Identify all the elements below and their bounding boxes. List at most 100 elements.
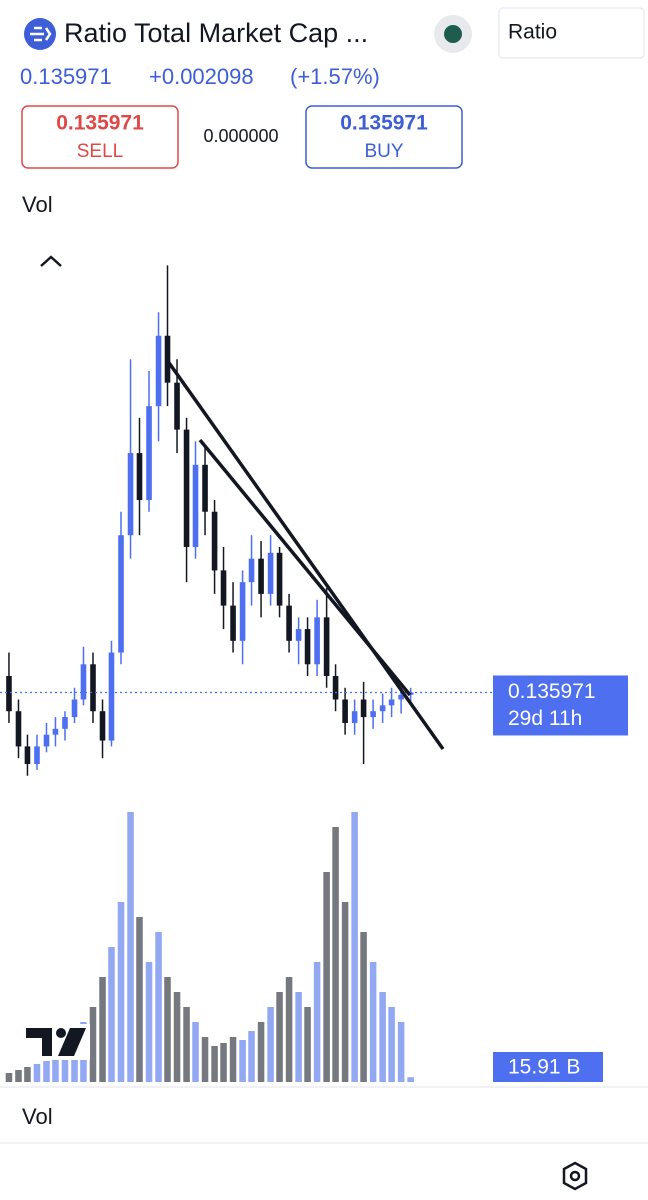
- volume-bar: [33, 1064, 41, 1082]
- volume-pane-label: Vol: [22, 1104, 53, 1129]
- candle-body: [276, 552, 283, 606]
- symbol-icon-glyph: [30, 26, 52, 42]
- candle-body: [118, 535, 124, 653]
- settings-button[interactable]: [562, 1161, 588, 1191]
- candle-body: [332, 676, 339, 700]
- candle-body: [388, 699, 395, 706]
- candle-body: [136, 453, 143, 501]
- volume-bar: [379, 992, 386, 1082]
- candle-body: [174, 382, 180, 430]
- chart-title[interactable]: Ratio Total Market Cap ...: [64, 18, 368, 48]
- volume-last-label: 15.91 B: [508, 1056, 580, 1079]
- price: 0.135971: [20, 64, 112, 89]
- candle-body: [43, 734, 50, 747]
- volume-bar: [211, 1046, 218, 1082]
- candle-body: [379, 705, 386, 712]
- volume-bar: [24, 1067, 31, 1082]
- volume-bar: [108, 947, 115, 1082]
- candle-body: [202, 464, 208, 512]
- buy-price[interactable]: 0.135971: [340, 112, 428, 135]
- trend-line: [165, 358, 445, 751]
- last-price-label-bg: [493, 675, 628, 736]
- candle-body: [80, 664, 87, 700]
- volume-bar: [267, 1007, 274, 1082]
- candle-body: [24, 746, 31, 765]
- volume-bar: [127, 812, 134, 1082]
- market-status-dot: [444, 25, 462, 43]
- volume-bar: [61, 1055, 69, 1082]
- volume-bar: [388, 1007, 395, 1082]
- candle-body: [370, 711, 376, 718]
- candle-body: [314, 617, 320, 665]
- candle-body: [258, 558, 264, 594]
- collapse-chevron[interactable]: [40, 255, 62, 267]
- volume-label-bg: [493, 1052, 603, 1082]
- candle-body: [267, 552, 274, 594]
- candle-body: [192, 464, 199, 547]
- buy-button[interactable]: [305, 105, 463, 169]
- volume-bar: [52, 1058, 59, 1082]
- volume-bar: [5, 1073, 13, 1082]
- symbol-button[interactable]: [498, 7, 645, 59]
- candle-body: [71, 699, 78, 718]
- volume-bar: [15, 1070, 22, 1082]
- volume-bar: [43, 1061, 50, 1082]
- candle-body: [155, 335, 162, 407]
- candle-body: [90, 664, 96, 712]
- candle-body: [15, 711, 22, 747]
- volume-bar: [71, 1046, 78, 1082]
- candle-body: [286, 605, 292, 641]
- candle-body: [230, 605, 236, 641]
- candle-body: [52, 728, 59, 735]
- sell-label[interactable]: SELL: [77, 141, 123, 162]
- volume-bar: [117, 902, 125, 1082]
- volume-bar: [155, 932, 162, 1082]
- candle-body: [183, 429, 190, 547]
- volume-bar: [332, 827, 339, 1082]
- countdown-label: 29d 11h: [508, 707, 582, 730]
- volume-bar: [285, 977, 293, 1082]
- volume-bar: [229, 1037, 237, 1082]
- candle-body: [239, 582, 246, 641]
- candle-body: [323, 617, 330, 677]
- volume-bar: [341, 902, 349, 1082]
- sell-button[interactable]: [21, 105, 179, 169]
- candle-body: [62, 717, 68, 729]
- symbol-button-label[interactable]: Ratio: [508, 21, 557, 44]
- spread: 0.000000: [203, 126, 278, 146]
- candle-body: [360, 699, 367, 718]
- volume-bar: [192, 1022, 199, 1082]
- candle-body: [211, 511, 218, 571]
- candle-body: [108, 652, 115, 741]
- candle-body: [295, 629, 302, 641]
- candle-body: [304, 629, 311, 665]
- volume-bar: [248, 1031, 255, 1082]
- candle-body: [351, 711, 358, 723]
- volume-bar: [89, 1007, 97, 1082]
- volume-bar: [257, 1022, 265, 1082]
- last-price-label: 0.135971: [508, 680, 596, 703]
- volume-bar: [323, 872, 330, 1082]
- volume-bar: [351, 812, 358, 1082]
- tv-logo: [24, 1024, 90, 1060]
- candle-body: [146, 406, 152, 501]
- volume-legend: Vol: [22, 192, 53, 217]
- volume-bar: [239, 1040, 246, 1082]
- volume-bar: [407, 1077, 414, 1082]
- candle-body: [342, 699, 348, 723]
- candle-body: [99, 711, 106, 741]
- trend-line: [198, 438, 412, 697]
- volume-bar: [201, 1037, 209, 1082]
- candle-body: [220, 570, 227, 606]
- price-change-pct: (+1.57%): [290, 64, 380, 89]
- volume-bar: [173, 992, 181, 1082]
- sell-price[interactable]: 0.135971: [56, 112, 144, 135]
- volume-bar: [276, 992, 283, 1082]
- price-change: +0.002098: [149, 64, 254, 89]
- buy-label[interactable]: BUY: [364, 141, 403, 162]
- volume-bar: [304, 1007, 311, 1082]
- candle-body: [398, 694, 404, 700]
- volume-bar: [136, 917, 143, 1082]
- candle-body: [34, 746, 40, 765]
- candle-body: [248, 558, 255, 583]
